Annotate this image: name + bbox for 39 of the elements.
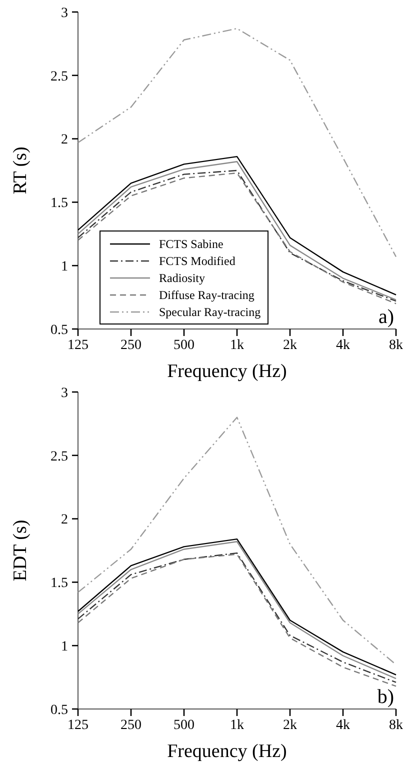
- y-tick-label: 1.5: [50, 576, 68, 592]
- line-series: [77, 28, 397, 258]
- annotation: a): [378, 306, 394, 328]
- legend-label: Specular Ray-tracing: [159, 305, 261, 320]
- y-axis-title: EDT (s): [10, 520, 31, 582]
- y-axis-title: RT (s): [10, 146, 31, 194]
- y-tick-label: 2: [61, 132, 68, 148]
- x-tick-label: 4k: [336, 338, 350, 353]
- x-tick-label: 2k: [283, 718, 297, 733]
- y-tick-label: 3: [61, 6, 68, 21]
- x-axis-title: Frequency (Hz): [167, 741, 287, 762]
- legend-label: Radiosity: [159, 271, 206, 286]
- x-tick-label: 1k: [230, 338, 244, 353]
- y-tick-label: 1: [61, 640, 68, 654]
- x-tick-label: 8k: [389, 718, 403, 733]
- y-tick-label: 3: [61, 386, 68, 401]
- x-tick-label: 4k: [336, 718, 350, 733]
- x-tick-label: 125: [68, 338, 88, 353]
- y-tick-label: 2.5: [50, 69, 68, 84]
- x-tick-label: 500: [174, 338, 194, 353]
- legend-label: Diffuse Ray-tracing: [159, 288, 254, 302]
- x-tick-label: 2k: [283, 338, 297, 353]
- line-series: [77, 416, 397, 666]
- x-axis-title: Frequency (Hz): [167, 361, 287, 382]
- y-tick-label: 1: [61, 260, 68, 274]
- y-tick-label: 2.5: [50, 449, 68, 464]
- y-tick-label: 0.5: [50, 322, 68, 338]
- x-tick-label: 125: [68, 718, 88, 733]
- x-tick-label: 1k: [230, 718, 244, 733]
- x-tick-label: 500: [174, 718, 194, 733]
- y-tick-label: 2: [61, 512, 68, 528]
- legend-label: FCTS Sabine: [159, 237, 224, 252]
- y-tick-label: 1.5: [50, 196, 68, 212]
- x-tick-label: 250: [120, 718, 142, 733]
- annotation: b): [377, 686, 394, 708]
- y-tick-label: 0.5: [50, 702, 68, 718]
- x-tick-label: 250: [120, 338, 142, 353]
- x-tick-label: 8k: [389, 338, 403, 353]
- legend-label: FCTS Modified: [159, 254, 236, 268]
